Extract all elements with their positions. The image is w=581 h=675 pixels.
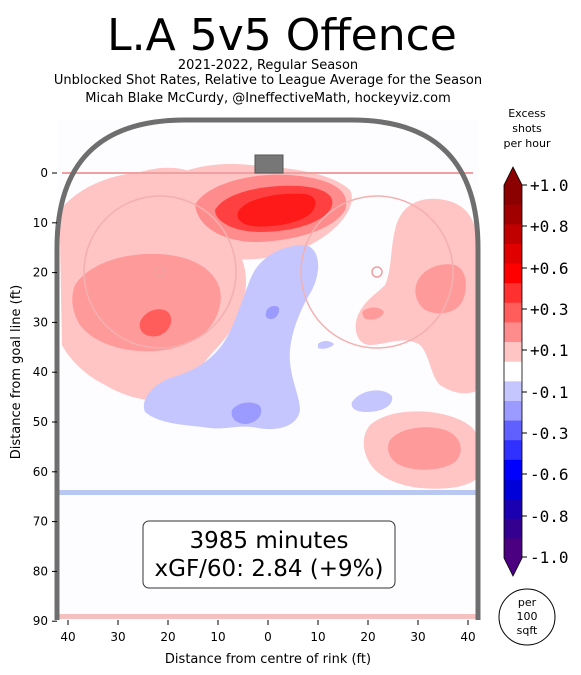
region-mid-slot-lower-a xyxy=(231,402,262,424)
region-right-cold xyxy=(351,390,393,412)
colorbar-segment xyxy=(504,499,522,520)
summary-box xyxy=(142,520,396,589)
region-left-faceoff-hot xyxy=(72,253,221,352)
x-tick-label: 30 xyxy=(410,630,425,644)
colorbar-tick-label: -0.6 xyxy=(530,465,569,484)
unit-line-3: sqft xyxy=(517,624,538,637)
y-tick-label: 70 xyxy=(33,515,48,529)
y-tick-label: 80 xyxy=(33,564,48,578)
colorbar-tick-label: +0.3 xyxy=(530,300,569,319)
x-tick-label: 40 xyxy=(460,630,475,644)
x-axis: 40 30 20 10 0 10 20 30 40 xyxy=(60,620,476,644)
colorbar-tick-label: -0.3 xyxy=(530,424,569,443)
colorbar-segment xyxy=(504,263,522,284)
y-tick-label: 40 xyxy=(33,365,48,379)
right-faceoff-circle xyxy=(300,195,454,349)
colorbar-segment xyxy=(504,538,522,559)
y-tick-label: 10 xyxy=(33,216,48,230)
region-mid-slot-low xyxy=(143,245,319,430)
colorbar-outline xyxy=(503,166,523,577)
colorbar-segment xyxy=(504,440,522,461)
colorbar-tick-label: -0.1 xyxy=(530,383,569,402)
chart-title: L.A 5v5 Offence xyxy=(107,10,457,61)
x-axis-label: Distance from centre of rink (ft) xyxy=(165,652,371,667)
centre-red-line xyxy=(58,614,478,619)
colorbar-tick-label: +0.6 xyxy=(530,259,569,278)
chart-subtitle-line-1: 2021-2022, Regular Season xyxy=(178,58,358,73)
colorbar-tick-label: +1.0 xyxy=(530,176,569,195)
x-tick-label: 30 xyxy=(110,630,125,644)
y-axis-label: Distance from goal line (ft) xyxy=(9,285,24,459)
goal-net xyxy=(254,154,284,174)
region-center-cold-small xyxy=(318,341,334,349)
x-tick-label: 40 xyxy=(60,630,75,644)
x-tick-label: 10 xyxy=(310,630,325,644)
unit-line-1: per xyxy=(518,596,537,609)
region-mid-slot-lower-b xyxy=(265,305,280,320)
colorbar-title-line-1: Excess xyxy=(508,107,546,120)
x-tick-label: 10 xyxy=(210,630,225,644)
y-tick-label: 50 xyxy=(33,415,48,429)
colorbar-segment xyxy=(504,381,522,402)
chart-subtitle-line-2: Unblocked Shot Rates, Relative to League… xyxy=(54,73,482,88)
colorbar-segment xyxy=(504,185,522,206)
left-faceoff-dot xyxy=(154,266,166,278)
heat-regions xyxy=(60,164,478,489)
region-right-point-hot xyxy=(388,427,461,470)
summary-xgf: xGF/60: 2.84 (+9%) xyxy=(155,556,384,582)
colorbar-segment xyxy=(504,302,522,323)
colorbar-segment xyxy=(504,342,522,363)
colorbar-segment xyxy=(504,459,522,480)
region-left-faceoff-core xyxy=(139,309,172,337)
colorbar-tick-label: -1.0 xyxy=(530,548,569,567)
colorbar-segment xyxy=(504,204,522,225)
y-axis: 0 10 20 30 40 50 60 70 80 90 xyxy=(33,166,57,628)
colorbar: +1.0 +0.8 +0.6 +0.3 +0.1 -0.1 -0.3 -0.6 -0.8 -1.0 xyxy=(503,166,569,577)
colorbar-segment xyxy=(504,479,522,500)
colorbar-tick-label: +0.1 xyxy=(530,341,569,360)
blue-line xyxy=(58,490,478,495)
unit-line-2: 100 xyxy=(517,610,538,623)
colorbar-segment xyxy=(504,322,522,343)
colorbar-segment xyxy=(504,518,522,539)
colorbar-segment xyxy=(504,243,522,265)
colorbar-segment xyxy=(504,400,522,422)
rink-boards xyxy=(54,117,481,620)
colorbar-tick-label: -0.8 xyxy=(530,507,569,526)
region-right-small-hot xyxy=(362,307,384,320)
y-tick-label: 20 xyxy=(33,266,48,280)
colorbar-tick-label: +0.8 xyxy=(530,217,569,236)
colorbar-segment xyxy=(504,361,522,382)
rink-markings xyxy=(58,154,478,619)
y-tick-label: 0 xyxy=(40,166,48,180)
colorbar-title-line-3: per hour xyxy=(504,137,551,150)
y-tick-label: 30 xyxy=(33,315,48,329)
colorbar-title-line-2: shots xyxy=(512,122,542,135)
colorbar-segment xyxy=(504,420,522,441)
colorbar-bottom-arrow xyxy=(504,558,522,576)
colorbar-segment xyxy=(504,283,522,304)
y-tick-label: 90 xyxy=(33,614,48,628)
colorbar-segment xyxy=(504,224,522,245)
right-faceoff-dot xyxy=(371,266,383,278)
unit-circle xyxy=(498,588,556,646)
x-tick-label: 20 xyxy=(160,630,175,644)
summary-minutes: 3985 minutes xyxy=(190,528,349,554)
region-crease-peak xyxy=(237,193,316,227)
x-tick-label: 0 xyxy=(264,630,272,644)
colorbar-top-arrow xyxy=(504,167,522,185)
x-tick-label: 20 xyxy=(360,630,375,644)
y-tick-label: 60 xyxy=(33,465,48,479)
left-faceoff-circle xyxy=(83,195,237,349)
chart-subtitle-line-3: Micah Blake McCurdy, @IneffectiveMath, h… xyxy=(85,91,451,106)
